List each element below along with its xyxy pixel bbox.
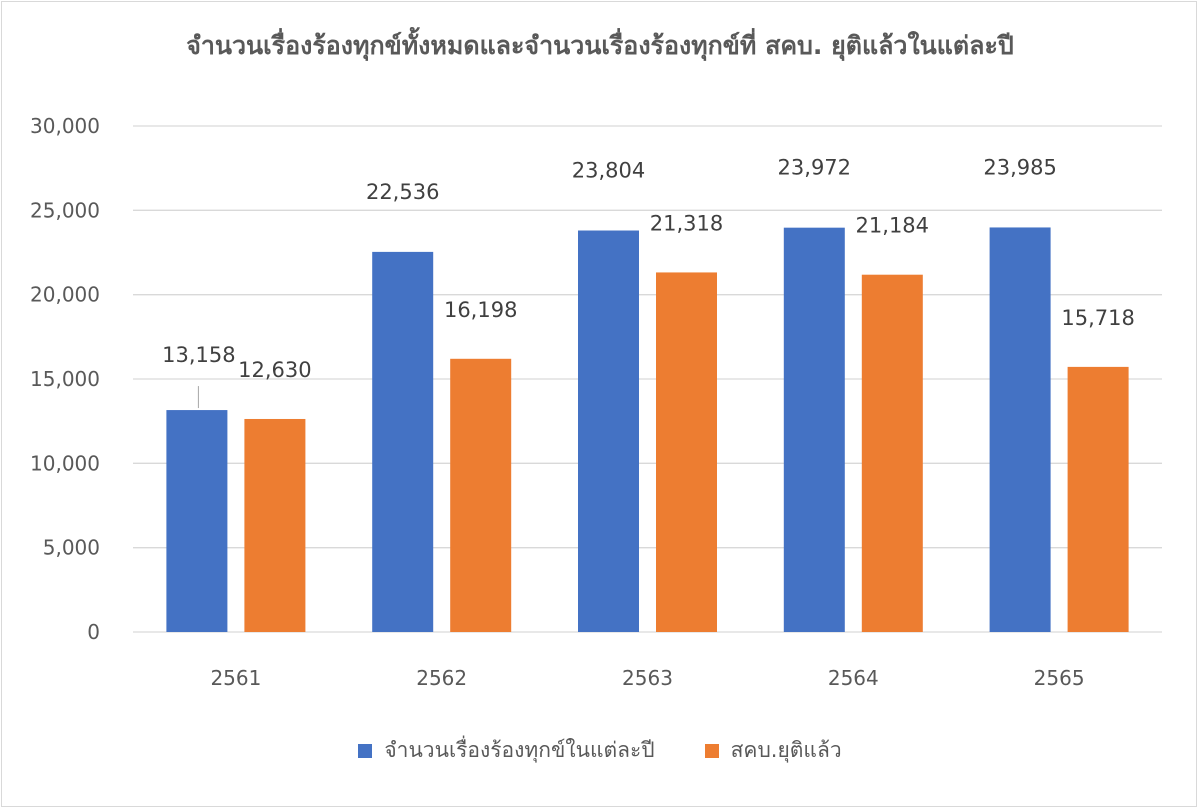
x-tick-label: 2563 — [622, 666, 673, 690]
x-axis-ticks: 2561 2562 2563 2564 2565 — [210, 666, 1084, 690]
x-tick-label: 2562 — [416, 666, 467, 690]
bar-2-2564 — [861, 274, 923, 632]
x-tick-label: 2564 — [828, 666, 879, 690]
y-axis-ticks: 0 5,000 10,000 15,000 20,000 25,000 30,000 — [30, 114, 100, 644]
y-tick-label: 5,000 — [43, 536, 100, 560]
bar-1-2562 — [372, 251, 434, 632]
y-tick-label: 10,000 — [30, 451, 100, 475]
bar-2-2561 — [244, 418, 306, 632]
bar-2-2565 — [1067, 366, 1129, 632]
data-label-1-2561: 13,158 — [162, 343, 235, 367]
x-tick-label: 2565 — [1034, 666, 1085, 690]
data-label-1-2564: 23,972 — [778, 156, 851, 180]
data-label-2-2564: 21,184 — [856, 214, 929, 238]
legend-item-series-2: สคบ.ยุติแล้ว — [704, 734, 842, 767]
bar-1-2565 — [989, 227, 1051, 632]
data-label-2-2562: 16,198 — [444, 298, 517, 322]
data-label-1-2565: 23,985 — [983, 155, 1056, 179]
data-label-2-2561: 12,630 — [238, 358, 311, 382]
x-tick-label: 2561 — [210, 666, 261, 690]
legend-item-series-1: จำนวนเรื่องร้องทุกข์ในแต่ละปี — [358, 734, 655, 767]
legend-swatch-series-1 — [358, 743, 373, 758]
data-label-1-2562: 22,536 — [366, 180, 439, 204]
data-label-1-2563: 23,804 — [572, 159, 645, 183]
chart-title: จำนวนเรื่องร้องทุกข์ทั้งหมดและจำนวนเรื่อ… — [186, 31, 1014, 60]
y-tick-label: 25,000 — [30, 198, 100, 222]
bar-2-2563 — [656, 272, 717, 632]
legend-label-series-1: จำนวนเรื่องร้องทุกข์ในแต่ละปี — [384, 738, 655, 762]
legend-swatch-series-2 — [704, 743, 719, 758]
bars — [166, 227, 1129, 632]
data-label-2-2565: 15,718 — [1061, 306, 1134, 330]
bar-1-2561 — [166, 410, 228, 632]
bar-2-2562 — [450, 358, 512, 632]
y-tick-label: 0 — [87, 620, 100, 644]
legend: จำนวนเรื่องร้องทุกข์ในแต่ละปี สคบ.ยุติแล… — [0, 734, 1200, 767]
y-tick-label: 15,000 — [30, 367, 100, 391]
y-tick-label: 20,000 — [30, 283, 100, 307]
data-label-2-2563: 21,318 — [650, 211, 723, 235]
y-tick-label: 30,000 — [30, 114, 100, 138]
legend-label-series-2: สคบ.ยุติแล้ว — [730, 738, 842, 762]
bar-1-2563 — [578, 230, 639, 632]
bar-1-2564 — [783, 227, 845, 632]
